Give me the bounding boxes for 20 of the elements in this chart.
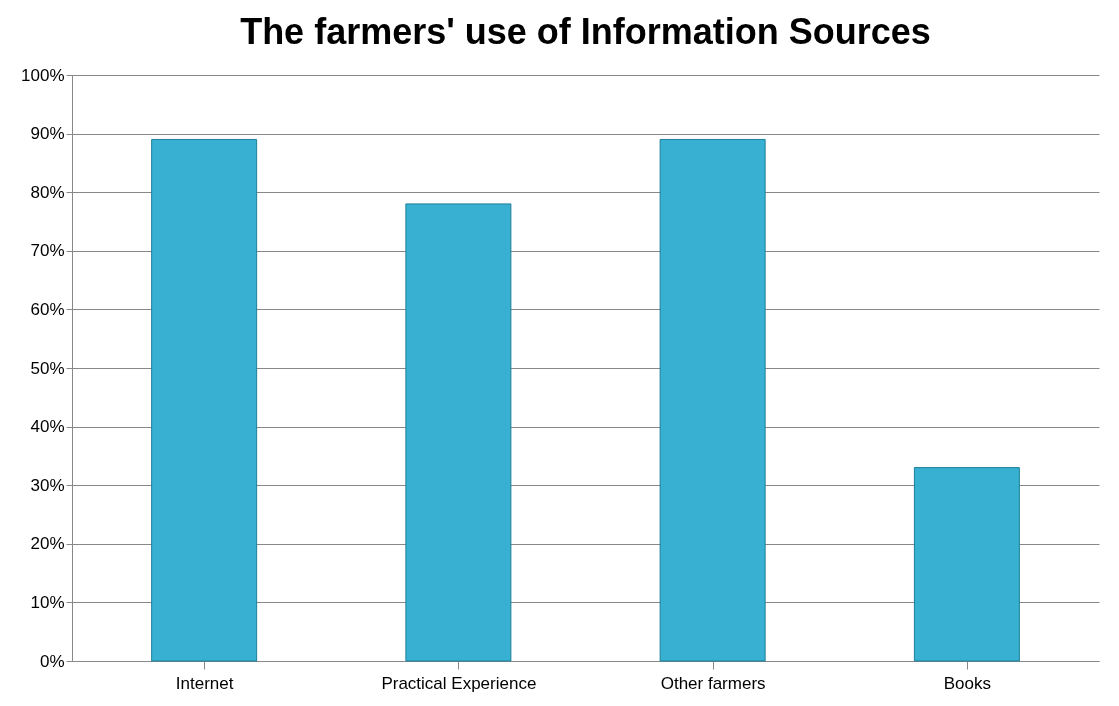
y-tick-label: 10% (30, 592, 65, 612)
y-tick-label: 20% (30, 534, 65, 554)
bar (913, 467, 1020, 662)
y-tick-label: 60% (30, 299, 65, 319)
x-tick-label: Other farmers (660, 673, 766, 693)
y-tick-label: 0% (39, 651, 65, 671)
y-tick-label: 100% (21, 65, 65, 85)
x-tick-label: Internet (175, 673, 234, 693)
bar (151, 138, 258, 662)
x-tick-label: Books (943, 673, 991, 693)
y-tick-label: 70% (30, 241, 65, 261)
bar (405, 203, 512, 662)
y-tick-label: 80% (30, 182, 65, 202)
y-tick-label: 30% (30, 475, 65, 495)
bar (659, 138, 766, 662)
y-tick-label: 50% (30, 358, 65, 378)
x-tick-label: Practical Experience (381, 673, 537, 693)
y-tick-label: 90% (30, 124, 65, 144)
y-tick-label: 40% (30, 417, 65, 437)
chart-title: The farmers' use of Information Sources (240, 11, 931, 52)
